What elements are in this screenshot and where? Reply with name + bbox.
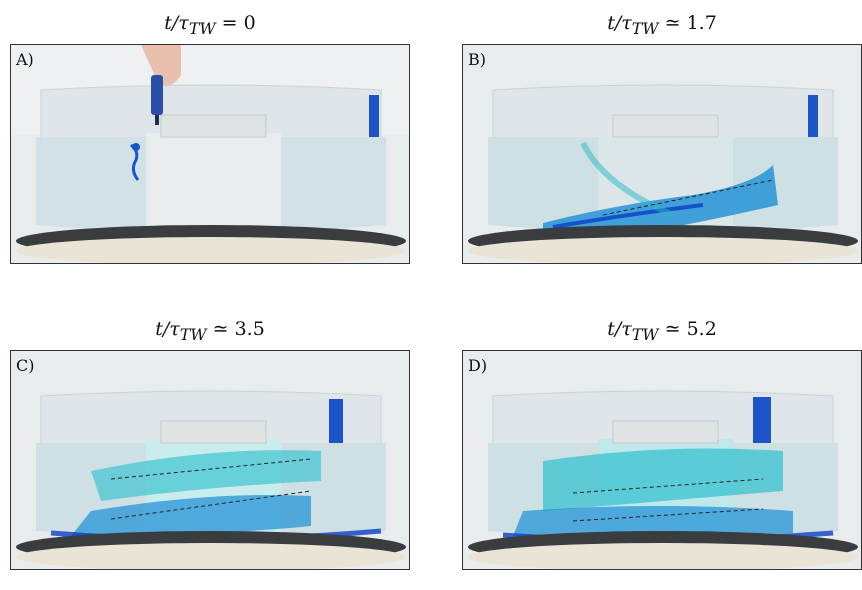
tank-photo-c (11, 351, 409, 569)
photo-panel-b: B) (462, 44, 862, 264)
tank-photo-a (11, 45, 409, 263)
panel-label-b: B) (468, 50, 486, 69)
panel-label-c: C) (16, 356, 35, 375)
caption-b: t/τTW ≃ 1.7 (607, 12, 717, 38)
photo-panel-d: D) (462, 350, 862, 570)
photo-panel-c: C) (10, 350, 410, 570)
caption-c: t/τTW ≃ 3.5 (155, 318, 265, 344)
caption-a: t/τTW = 0 (164, 12, 256, 38)
panel-label-a: A) (16, 50, 34, 69)
tank-photo-b (463, 45, 861, 263)
photo-panel-a: A) (10, 44, 410, 264)
tank-photo-d (463, 351, 861, 569)
caption-d: t/τTW ≃ 5.2 (607, 318, 717, 344)
panel-label-d: D) (468, 356, 488, 375)
